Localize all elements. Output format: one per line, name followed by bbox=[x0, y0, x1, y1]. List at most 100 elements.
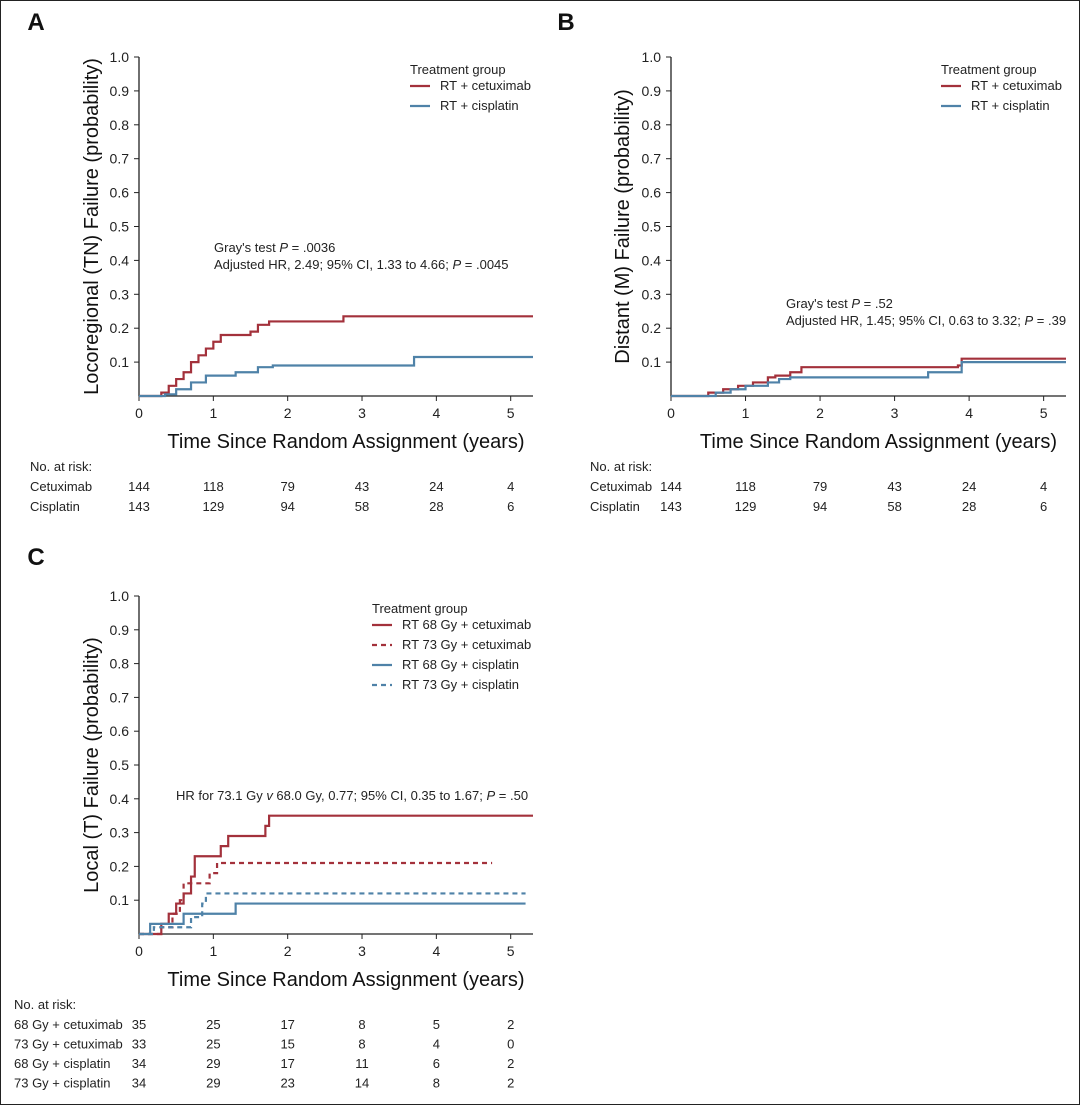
x-tick-label: 5 bbox=[507, 943, 515, 959]
x-tick-label: 2 bbox=[284, 943, 292, 959]
panel-letter-b: B bbox=[557, 9, 574, 36]
risk-count: 15 bbox=[280, 1037, 294, 1052]
risk-count: 94 bbox=[813, 499, 827, 514]
risk-row-label: 73 Gy + cetuximab bbox=[14, 1037, 123, 1052]
risk-count: 143 bbox=[128, 499, 150, 514]
risk-count: 4 bbox=[433, 1037, 440, 1052]
y-tick-label: 0.7 bbox=[642, 151, 662, 167]
risk-table: No. at risk: Cetuximab 144 118 79 43 24 4 Cispla… bbox=[590, 459, 1047, 514]
y-tick-label: 0.6 bbox=[110, 185, 130, 201]
y-tick-label: 0.3 bbox=[110, 286, 130, 302]
legend-label: RT + cisplatin bbox=[440, 98, 519, 113]
risk-count: 43 bbox=[355, 479, 369, 494]
x-tick-label: 2 bbox=[284, 405, 292, 421]
x-tick-label: 5 bbox=[1040, 405, 1048, 421]
legend-title: Treatment group bbox=[410, 62, 506, 77]
risk-count: 144 bbox=[660, 479, 682, 494]
y-tick-label: 1.0 bbox=[642, 49, 662, 65]
panel-c: C0.10.20.30.40.50.60.70.80.91.00 1 2 3 4 5Loc… bbox=[14, 544, 533, 1091]
y-tick-label: 0.8 bbox=[110, 117, 130, 133]
risk-count: 0 bbox=[507, 1037, 514, 1052]
y-axis-label: Locoregional (TN) Failure (probability) bbox=[81, 58, 103, 395]
risk-count: 2 bbox=[507, 1056, 514, 1071]
legend-label: RT 73 Gy + cisplatin bbox=[402, 677, 519, 692]
x-tick-label: 5 bbox=[507, 405, 515, 421]
y-tick-label: 0.2 bbox=[642, 320, 662, 336]
y-tick-label: 0.5 bbox=[110, 757, 130, 773]
stats-annotation: Adjusted HR, 2.49; 95% CI, 1.33 to 4.66;… bbox=[214, 257, 509, 272]
stats-annotation: Adjusted HR, 1.45; 95% CI, 0.63 to 3.32;… bbox=[786, 313, 1066, 328]
risk-table-title: No. at risk: bbox=[590, 459, 652, 474]
stats-annotation: Gray's test P = .0036 bbox=[214, 240, 335, 255]
risk-count: 6 bbox=[433, 1056, 440, 1071]
y-tick-label: 1.0 bbox=[110, 49, 130, 65]
legend-label: RT 68 Gy + cisplatin bbox=[402, 657, 519, 672]
x-tick-label: 2 bbox=[816, 405, 824, 421]
y-tick-label: 0.9 bbox=[642, 83, 662, 99]
stats-annotation: Gray's test P = .52 bbox=[786, 296, 893, 311]
y-tick-label: 0.1 bbox=[110, 354, 130, 370]
risk-row-label: Cisplatin bbox=[30, 499, 80, 514]
y-tick-label: 0.4 bbox=[642, 252, 662, 268]
risk-count: 4 bbox=[1040, 479, 1047, 494]
y-tick-label: 0.4 bbox=[110, 791, 130, 807]
risk-row-label: 68 Gy + cisplatin bbox=[14, 1056, 110, 1071]
risk-table: No. at risk: 68 Gy + cetuximab 35 25 17 8 5 2 73… bbox=[14, 997, 514, 1091]
risk-row-label: Cetuximab bbox=[590, 479, 652, 494]
risk-count: 2 bbox=[507, 1017, 514, 1032]
y-tick-label: 1.0 bbox=[110, 588, 130, 604]
risk-count: 29 bbox=[206, 1076, 220, 1091]
panel-b: B 0.1 0.2 0.3 0.4 0.5 0.6 0.7 0.8 0.9 1.0 0 1 2 3 4 5 Dis… bbox=[557, 9, 1066, 514]
x-axis-label: Time Since Random Assignment (years) bbox=[167, 969, 524, 991]
risk-count: 25 bbox=[206, 1017, 220, 1032]
y-tick-label: 0.1 bbox=[642, 354, 662, 370]
y-tick-label: 0.1 bbox=[110, 892, 130, 908]
series-line-rt-cetuximab bbox=[671, 357, 1066, 398]
risk-count: 23 bbox=[280, 1076, 294, 1091]
risk-row-label: Cisplatin bbox=[590, 499, 640, 514]
y-tick-label: 0.8 bbox=[642, 117, 662, 133]
y-tick-label: 0.7 bbox=[110, 151, 130, 167]
risk-count: 25 bbox=[206, 1037, 220, 1052]
risk-table-title: No. at risk: bbox=[14, 997, 76, 1012]
y-tick-label: 0.9 bbox=[110, 83, 130, 99]
panel-a: A 0.1 0.2 0.3 0.4 0.5 0.6 0.7 0.8 0.9 1.0 0 1 2 3 4 5 Loc… bbox=[27, 9, 533, 514]
legend-label: RT + cetuximab bbox=[440, 78, 531, 93]
risk-count: 8 bbox=[433, 1076, 440, 1091]
risk-count: 143 bbox=[660, 499, 682, 514]
panel-letter-c: C bbox=[27, 544, 44, 571]
x-axis-label: Time Since Random Assignment (years) bbox=[167, 431, 524, 453]
series-line-rt-cisplatin bbox=[671, 361, 1066, 398]
risk-count: 8 bbox=[358, 1017, 365, 1032]
y-tick-label: 0.5 bbox=[110, 219, 130, 235]
risk-count: 29 bbox=[206, 1056, 220, 1071]
x-tick-label: 3 bbox=[358, 943, 366, 959]
series-line-rt-68-gy-cetuximab bbox=[139, 814, 533, 936]
x-tick-label: 0 bbox=[135, 405, 143, 421]
risk-count: 6 bbox=[507, 499, 514, 514]
legend-label: RT 68 Gy + cetuximab bbox=[402, 617, 531, 632]
x-tick-label: 3 bbox=[891, 405, 899, 421]
x-tick-label: 1 bbox=[209, 405, 217, 421]
x-tick-label: 4 bbox=[432, 405, 440, 421]
risk-table: No. at risk: Cetuximab 144 118 79 43 24 4 Cispla… bbox=[30, 459, 514, 514]
series-line-rt-73-gy-cisplatin bbox=[139, 892, 526, 936]
x-axis-label: Time Since Random Assignment (years) bbox=[700, 431, 1057, 453]
risk-count: 24 bbox=[962, 479, 976, 494]
stats-annotation: HR for 73.1 Gy v 68.0 Gy, 0.77; 95% CI, … bbox=[176, 788, 528, 803]
y-axis-label: Distant (M) Failure (probability) bbox=[612, 89, 634, 364]
legend-label: RT 73 Gy + cetuximab bbox=[402, 637, 531, 652]
y-tick-label: 0.2 bbox=[110, 858, 130, 874]
risk-count: 28 bbox=[429, 499, 443, 514]
risk-count: 8 bbox=[358, 1037, 365, 1052]
y-tick-label: 0.9 bbox=[110, 622, 130, 638]
risk-count: 6 bbox=[1040, 499, 1047, 514]
y-tick-label: 0.6 bbox=[110, 723, 130, 739]
risk-count: 58 bbox=[887, 499, 901, 514]
risk-count: 34 bbox=[132, 1076, 146, 1091]
risk-count: 11 bbox=[355, 1056, 369, 1071]
y-tick-label: 0.3 bbox=[642, 286, 662, 302]
legend-title: Treatment group bbox=[941, 62, 1037, 77]
